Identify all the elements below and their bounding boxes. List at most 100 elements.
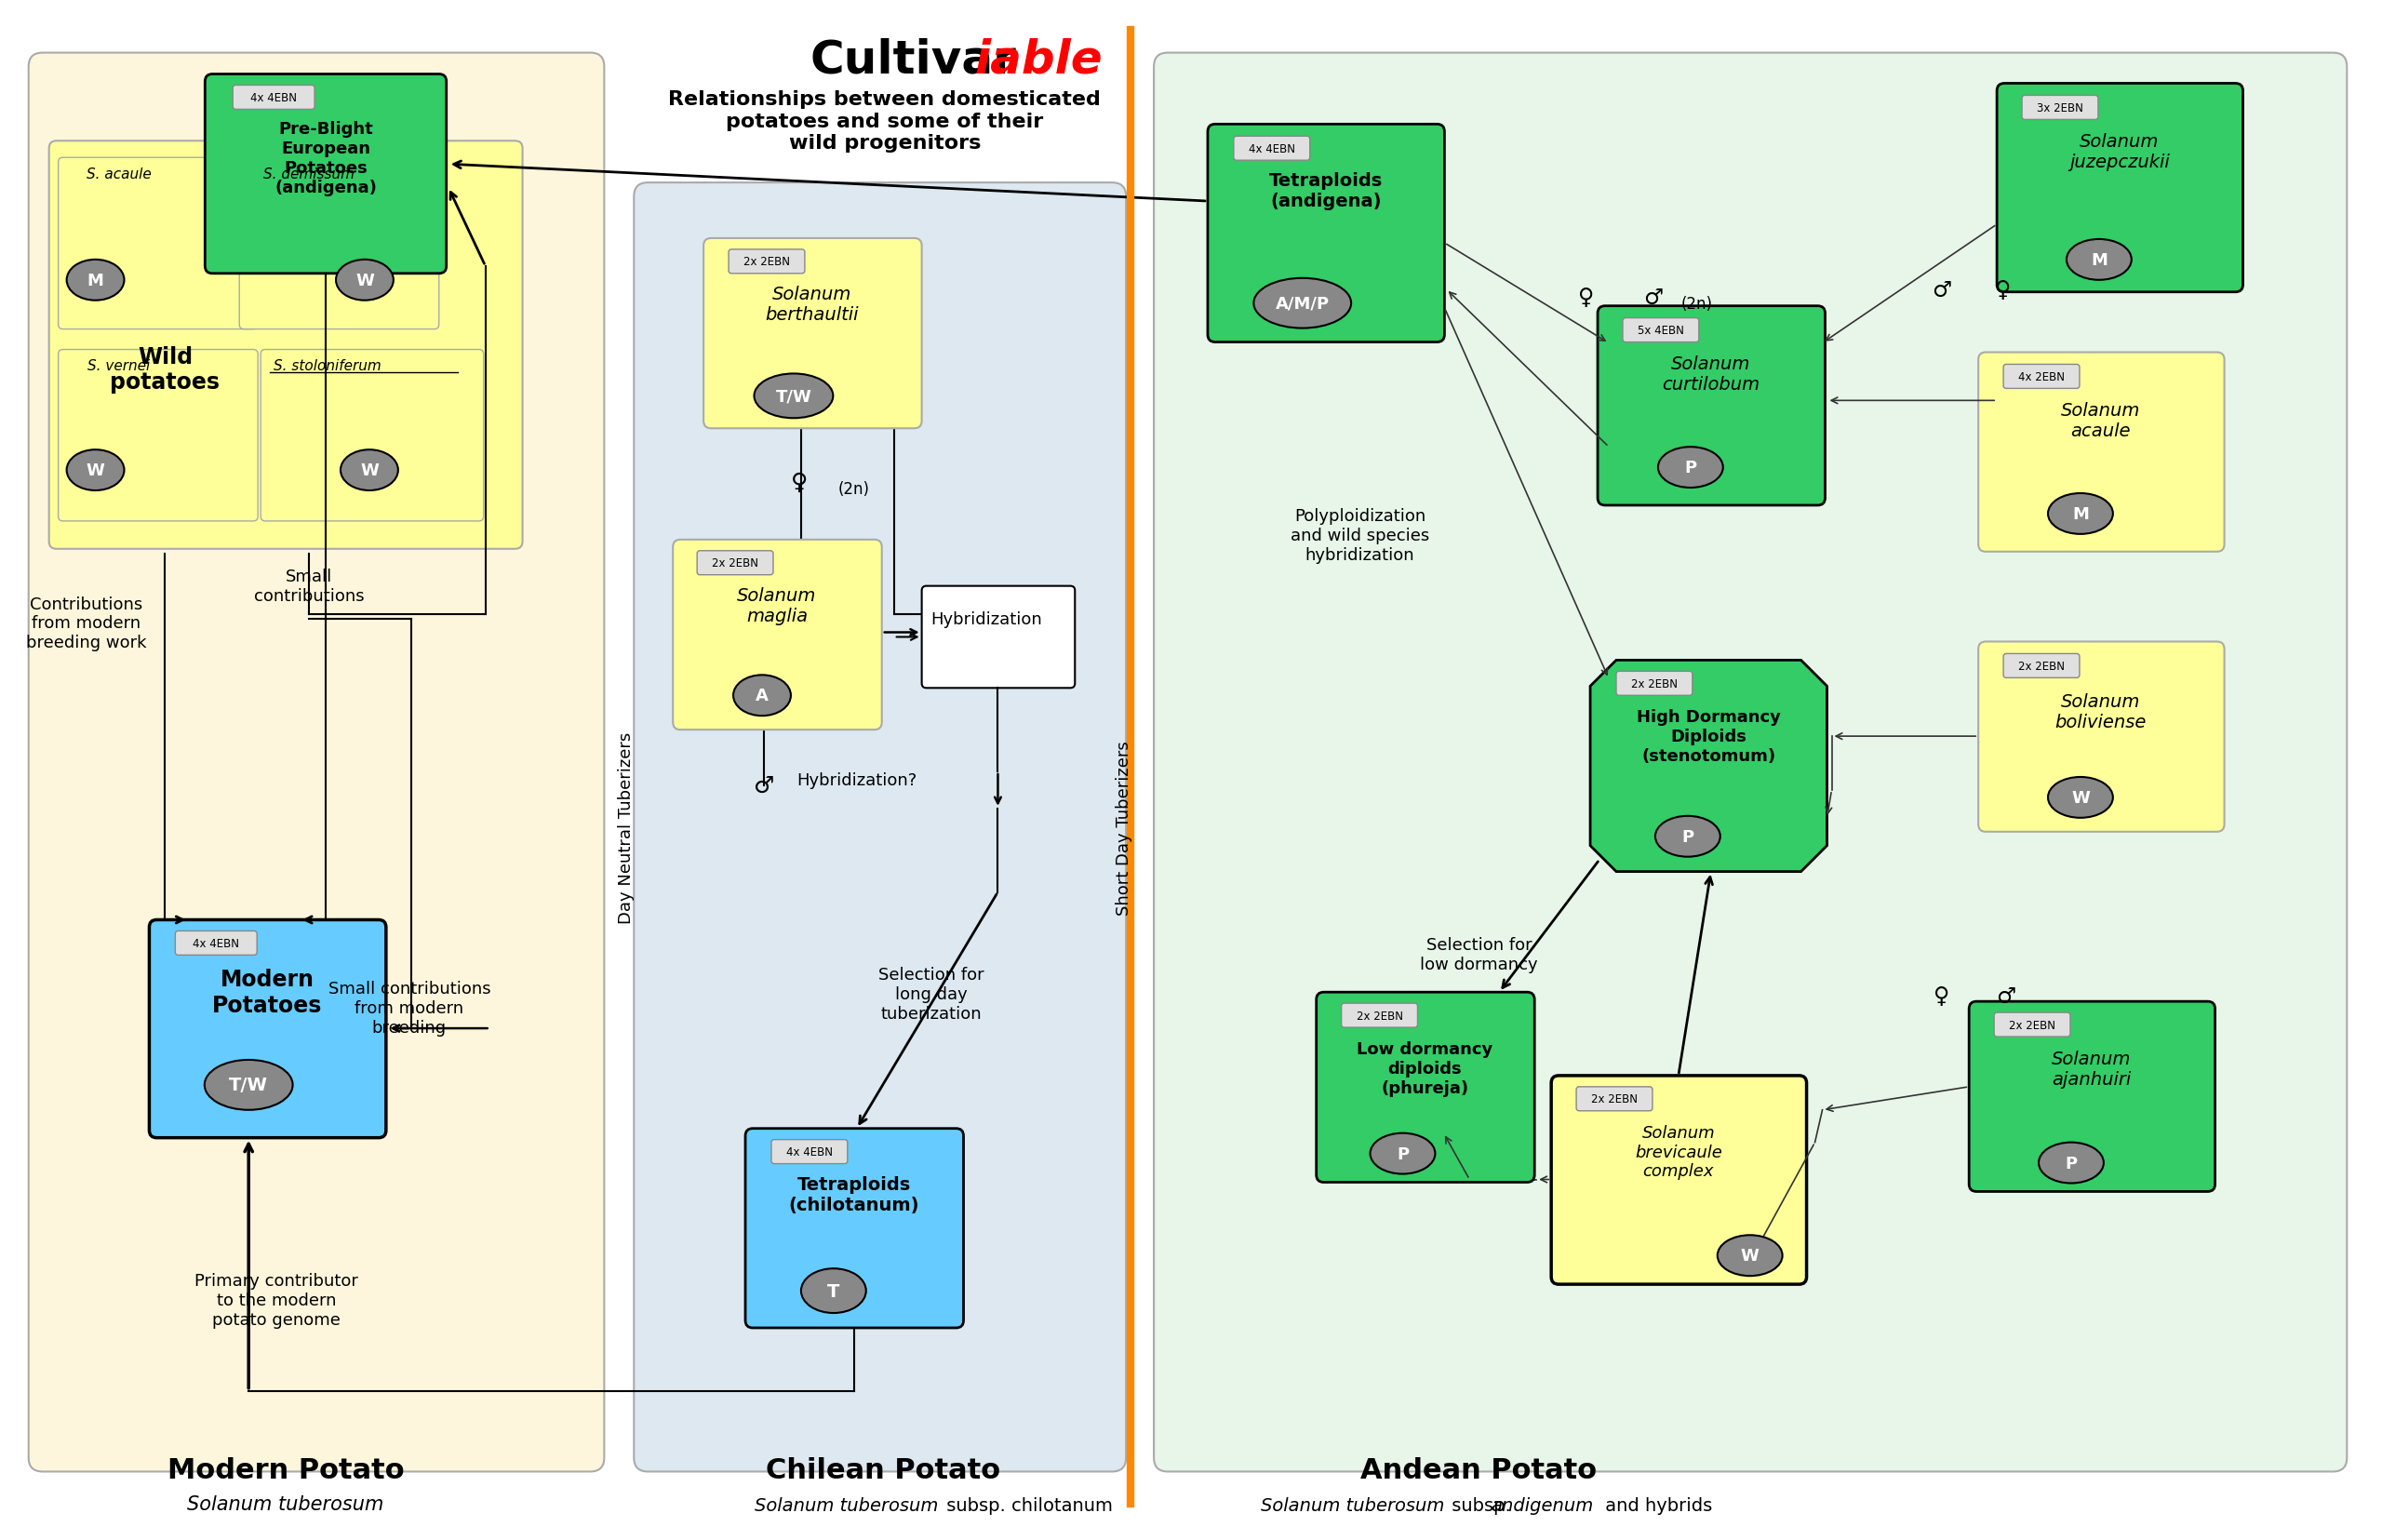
- Text: W: W: [360, 462, 379, 479]
- Text: 4x 2EBN: 4x 2EBN: [2018, 371, 2065, 383]
- FancyBboxPatch shape: [634, 183, 1127, 1472]
- Text: W: W: [86, 462, 105, 479]
- FancyBboxPatch shape: [729, 249, 805, 274]
- Text: Solanum tuberosum: Solanum tuberosum: [1260, 1497, 1443, 1514]
- FancyBboxPatch shape: [57, 350, 257, 522]
- FancyBboxPatch shape: [1341, 1004, 1417, 1027]
- Text: Solanum tuberosum: Solanum tuberosum: [755, 1497, 939, 1514]
- Text: S. stoloniferum: S. stoloniferum: [274, 359, 381, 373]
- Text: 2x 2EBN: 2x 2EBN: [712, 557, 757, 570]
- Text: 2x 2EBN: 2x 2EBN: [1632, 678, 1677, 690]
- Text: Small contributions
from modern
breeding: Small contributions from modern breeding: [329, 981, 491, 1036]
- FancyBboxPatch shape: [2003, 365, 2079, 390]
- Text: Solanum
juzepczukii: Solanum juzepczukii: [2070, 134, 2170, 171]
- FancyBboxPatch shape: [698, 551, 774, 576]
- Text: ♂: ♂: [1996, 986, 2015, 1007]
- Text: Solanum
acaule: Solanum acaule: [2060, 402, 2141, 440]
- Text: M: M: [2072, 505, 2089, 522]
- Text: subsp.: subsp.: [1446, 1497, 1517, 1514]
- Text: Short Day Tuberizers: Short Day Tuberizers: [1115, 741, 1131, 915]
- Ellipse shape: [2039, 1143, 2103, 1183]
- Text: and hybrids: and hybrids: [1601, 1497, 1713, 1514]
- Ellipse shape: [1658, 448, 1722, 488]
- FancyBboxPatch shape: [1622, 319, 1698, 343]
- Text: ♂: ♂: [1932, 279, 1951, 300]
- FancyBboxPatch shape: [1979, 353, 2225, 553]
- FancyBboxPatch shape: [922, 587, 1074, 688]
- Text: Tetraploids
(andigena): Tetraploids (andigena): [1270, 172, 1382, 211]
- Text: 2x 2EBN: 2x 2EBN: [2018, 661, 2065, 673]
- FancyBboxPatch shape: [1577, 1087, 1653, 1110]
- FancyBboxPatch shape: [1994, 1013, 2070, 1036]
- FancyBboxPatch shape: [57, 159, 257, 330]
- Polygon shape: [1591, 661, 1827, 872]
- Text: ♀: ♀: [1579, 286, 1594, 308]
- Text: Modern Potato: Modern Potato: [167, 1457, 405, 1483]
- Text: P: P: [1682, 829, 1694, 845]
- FancyBboxPatch shape: [1617, 671, 1691, 696]
- FancyBboxPatch shape: [260, 350, 484, 522]
- Text: P: P: [2065, 1155, 2077, 1172]
- FancyBboxPatch shape: [50, 142, 522, 550]
- Text: Relationships between domesticated
potatoes and some of their
wild progenitors: Relationships between domesticated potat…: [669, 91, 1100, 152]
- Text: 2x 2EBN: 2x 2EBN: [1355, 1010, 1403, 1021]
- Ellipse shape: [1370, 1133, 1436, 1173]
- FancyBboxPatch shape: [205, 75, 445, 274]
- FancyBboxPatch shape: [176, 932, 257, 955]
- FancyBboxPatch shape: [2022, 95, 2099, 120]
- Ellipse shape: [67, 260, 124, 300]
- Ellipse shape: [67, 450, 124, 491]
- Text: T/W: T/W: [229, 1076, 269, 1093]
- Text: Chilean Potato: Chilean Potato: [765, 1457, 1000, 1483]
- Text: 4x 4EBN: 4x 4EBN: [1248, 143, 1296, 156]
- Text: 5x 4EBN: 5x 4EBN: [1636, 325, 1684, 337]
- Text: Solanum
curtilobum: Solanum curtilobum: [1663, 356, 1760, 394]
- Text: Solanum
maglia: Solanum maglia: [736, 587, 817, 625]
- Text: W: W: [1741, 1247, 1760, 1264]
- Text: Low dormancy
diploids
(phureja): Low dormancy diploids (phureja): [1358, 1041, 1494, 1096]
- Text: Solanum
brevicaule
complex: Solanum brevicaule complex: [1634, 1124, 1722, 1180]
- Text: Hybridization?: Hybridization?: [796, 772, 917, 788]
- Text: 3x 2EBN: 3x 2EBN: [2037, 102, 2084, 114]
- Text: (2n): (2n): [1682, 296, 1713, 313]
- Text: ♀: ♀: [1996, 279, 2010, 300]
- Text: Solanum
ajanhuiri: Solanum ajanhuiri: [2051, 1050, 2132, 1089]
- Text: Modern
Potatoes: Modern Potatoes: [212, 969, 322, 1016]
- Text: S. demissum: S. demissum: [264, 168, 355, 182]
- Ellipse shape: [336, 260, 393, 300]
- FancyBboxPatch shape: [2003, 654, 2079, 678]
- FancyBboxPatch shape: [1598, 306, 1825, 505]
- Text: Small
contributions: Small contributions: [255, 568, 364, 604]
- Ellipse shape: [2068, 240, 2132, 280]
- FancyBboxPatch shape: [233, 86, 314, 109]
- FancyBboxPatch shape: [1317, 992, 1534, 1183]
- Text: 4x 4EBN: 4x 4EBN: [786, 1146, 834, 1158]
- FancyBboxPatch shape: [150, 919, 386, 1138]
- Ellipse shape: [2049, 778, 2113, 818]
- Ellipse shape: [1253, 279, 1351, 330]
- Text: Pre-Blight
European
Potatoes
(andigena): Pre-Blight European Potatoes (andigena): [274, 122, 376, 196]
- FancyBboxPatch shape: [772, 1140, 848, 1164]
- Text: iable: iable: [974, 38, 1103, 83]
- Text: Hybridization: Hybridization: [931, 610, 1043, 627]
- Text: Day Neutral Tuberizers: Day Neutral Tuberizers: [617, 732, 636, 924]
- Text: T: T: [827, 1281, 841, 1300]
- Text: 2x 2EBN: 2x 2EBN: [2008, 1019, 2056, 1030]
- Text: Selection for
long day
tuberization: Selection for long day tuberization: [879, 967, 984, 1023]
- Text: Solanum tuberosum: Solanum tuberosum: [188, 1495, 384, 1514]
- Text: Wild
potatoes: Wild potatoes: [110, 345, 219, 394]
- Text: 2x 2EBN: 2x 2EBN: [743, 256, 791, 268]
- Text: 4x 4EBN: 4x 4EBN: [193, 938, 238, 949]
- Ellipse shape: [734, 676, 791, 716]
- Ellipse shape: [800, 1269, 867, 1314]
- Text: Andean Potato: Andean Potato: [1360, 1457, 1596, 1483]
- FancyBboxPatch shape: [29, 54, 605, 1472]
- Text: Solanum
berthaultii: Solanum berthaultii: [765, 285, 860, 323]
- Ellipse shape: [1717, 1235, 1782, 1277]
- Text: T/W: T/W: [777, 388, 812, 405]
- FancyBboxPatch shape: [1153, 54, 2346, 1472]
- Text: Tetraploids
(chilotanum): Tetraploids (chilotanum): [788, 1175, 919, 1214]
- Text: ♀: ♀: [791, 471, 807, 494]
- Text: W: W: [355, 273, 374, 290]
- FancyBboxPatch shape: [1551, 1076, 1806, 1284]
